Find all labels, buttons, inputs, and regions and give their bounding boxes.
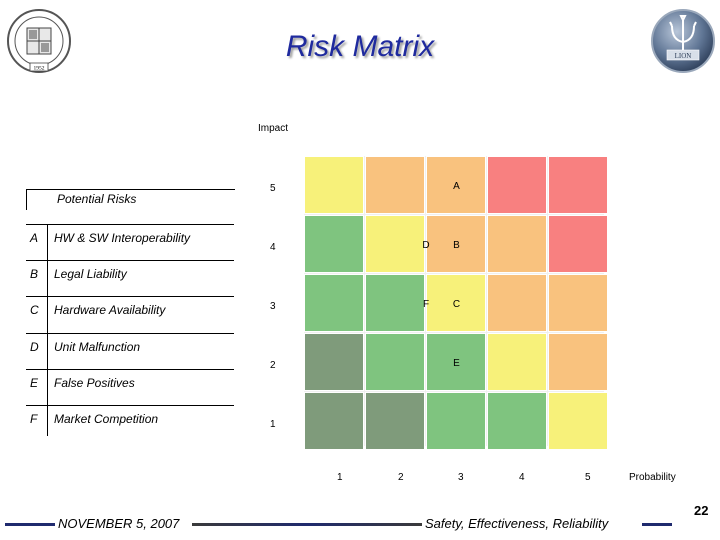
risk-marker-e: E — [453, 358, 460, 369]
impact-tick-label: 5 — [270, 183, 276, 194]
trident-logo-icon: LION — [650, 6, 716, 76]
footer-date: NOVEMBER 5, 2007 — [58, 516, 180, 531]
matrix-cell — [548, 392, 608, 450]
university-seal-icon: 1952 — [6, 6, 72, 76]
legend-row: F Market Competition — [26, 405, 234, 442]
impact-tick-label: 2 — [270, 360, 276, 371]
legend-divider — [47, 224, 48, 436]
matrix-cell — [487, 274, 547, 332]
matrix-cell — [304, 333, 364, 391]
legend-row: C Hardware Availability — [26, 296, 234, 333]
risk-marker-b: B — [453, 240, 460, 251]
impact-axis-label: Impact — [258, 123, 289, 134]
legend-name: False Positives — [54, 376, 135, 390]
legend-name: Legal Liability — [54, 267, 127, 281]
legend-code: D — [30, 340, 39, 354]
matrix-cell — [365, 333, 425, 391]
impact-tick-label: 1 — [270, 419, 276, 430]
legend-row: E False Positives — [26, 369, 234, 406]
legend-code: F — [30, 412, 38, 426]
footer-line-right — [642, 523, 672, 526]
matrix-cell — [426, 215, 486, 273]
matrix-cell — [426, 392, 486, 450]
probability-tick-label: 3 — [458, 472, 464, 483]
legend-name: Market Competition — [54, 412, 159, 426]
matrix-cell — [304, 392, 364, 450]
matrix-cell — [426, 156, 486, 214]
matrix-cell — [365, 392, 425, 450]
matrix-cell — [548, 156, 608, 214]
probability-tick-label: 4 — [519, 472, 525, 483]
logo-text: LION — [675, 52, 692, 60]
probability-tick-label: 5 — [585, 472, 591, 483]
legend-name: Hardware Availability — [54, 303, 166, 317]
matrix-cell — [426, 274, 486, 332]
footer-line-left — [5, 523, 55, 526]
matrix-cell — [487, 333, 547, 391]
matrix-cell — [548, 333, 608, 391]
risk-marker-c: C — [452, 299, 461, 310]
legend-code: B — [30, 267, 39, 281]
matrix-cell — [487, 215, 547, 273]
matrix-cell — [304, 274, 364, 332]
matrix-cell — [487, 156, 547, 214]
legend-heading-text: Potential Risks — [57, 192, 137, 206]
slide-title: Risk Matrix — [285, 30, 435, 63]
legend-heading: Potential Risks — [26, 189, 235, 210]
risk-marker-a: A — [453, 181, 460, 192]
legend-row: B Legal Liability — [26, 260, 234, 297]
matrix-cell — [548, 215, 608, 273]
matrix-cell — [365, 274, 425, 332]
footer-line-middle — [192, 523, 422, 526]
matrix-cell — [487, 392, 547, 450]
seal-year: 1952 — [34, 66, 45, 72]
impact-tick-label: 3 — [270, 301, 276, 312]
risk-marker-f: F — [422, 299, 430, 310]
legend-name: Unit Malfunction — [54, 340, 141, 354]
impact-tick-label: 4 — [270, 242, 276, 253]
risk-marker-d: D — [422, 240, 430, 251]
probability-tick-label: 1 — [337, 472, 343, 483]
matrix-cell — [365, 156, 425, 214]
page-number: 22 — [694, 503, 709, 518]
legend-code: C — [30, 303, 39, 317]
matrix-cell — [304, 156, 364, 214]
legend-row: D Unit Malfunction — [26, 333, 234, 370]
matrix-cell — [548, 274, 608, 332]
legend-name: HW & SW Interoperability — [54, 231, 191, 245]
legend-code: A — [30, 231, 39, 245]
matrix-cell — [426, 333, 486, 391]
legend-row: A HW & SW Interoperability — [26, 224, 234, 261]
probability-tick-label: 2 — [398, 472, 404, 483]
matrix-cell — [304, 215, 364, 273]
probability-axis-label: Probability — [629, 472, 676, 483]
footer-motto: Safety, Effectiveness, Reliability — [425, 516, 609, 531]
legend-code: E — [30, 376, 39, 390]
matrix-cell — [365, 215, 425, 273]
